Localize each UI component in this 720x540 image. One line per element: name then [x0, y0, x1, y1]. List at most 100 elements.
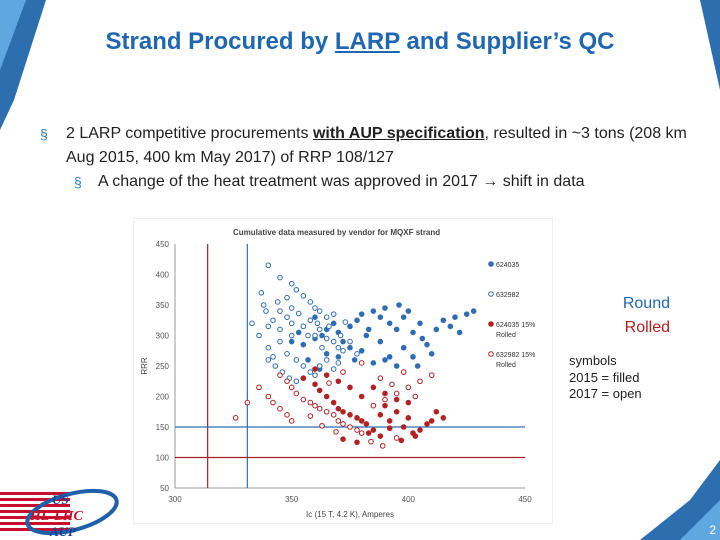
data-point	[358, 430, 365, 436]
y-tick-label: 400	[156, 271, 170, 280]
data-point	[370, 308, 377, 314]
sub-bullet-marker: §	[74, 174, 82, 190]
data-point	[351, 357, 358, 363]
data-point	[288, 332, 295, 339]
symbols-line-3: 2017 = open	[569, 386, 642, 401]
data-point	[265, 344, 272, 351]
data-point	[277, 274, 283, 281]
data-point	[377, 412, 384, 418]
data-point	[412, 393, 419, 400]
round-label: Round	[622, 295, 670, 312]
data-point	[363, 421, 370, 427]
legend-label: 632982 15%	[496, 352, 535, 359]
data-point	[377, 433, 384, 439]
data-point	[288, 384, 295, 391]
data-point	[335, 378, 342, 385]
data-point	[312, 366, 318, 372]
data-point	[277, 372, 283, 378]
legend-marker	[488, 351, 494, 357]
data-point	[393, 435, 400, 441]
y-tick-label: 350	[156, 301, 170, 310]
data-point	[428, 372, 435, 378]
data-point	[272, 363, 279, 369]
data-point	[398, 437, 405, 444]
data-point	[354, 415, 360, 421]
data-point	[470, 308, 477, 314]
data-point	[386, 418, 393, 424]
data-point	[377, 338, 384, 345]
data-point	[424, 341, 430, 348]
arrow-icon: →	[482, 173, 499, 190]
chart-title: Cumulative data measured by vendor for M…	[233, 228, 440, 237]
data-point	[256, 332, 262, 339]
data-point	[433, 408, 440, 415]
legend-label: Rolled	[496, 332, 516, 339]
y-tick-label: 250	[156, 362, 170, 371]
title-text-post: and Supplier’s QC	[399, 28, 615, 55]
symbols-line-2: 2015 = filled	[569, 369, 640, 385]
data-point	[288, 305, 295, 311]
data-point	[393, 396, 400, 403]
data-point	[323, 393, 330, 400]
data-point	[316, 326, 323, 333]
x-axis-label: Ic (15 T, 4.2 K), Amperes	[306, 510, 394, 519]
bullet-marker: §	[40, 126, 48, 142]
data-point	[312, 381, 318, 388]
data-point	[312, 332, 318, 339]
data-point	[316, 405, 323, 412]
data-point	[393, 326, 400, 333]
data-point	[340, 421, 346, 427]
data-point	[389, 381, 395, 388]
data-point	[405, 399, 412, 406]
page-number: 2	[709, 523, 716, 537]
data-point	[382, 357, 388, 363]
bullet1-text-pre: 2 LARP competitive procurements	[66, 125, 313, 142]
data-point	[347, 412, 353, 418]
x-tick-label: 400	[402, 495, 416, 504]
data-point	[365, 326, 372, 333]
data-point	[335, 344, 342, 351]
data-point	[340, 436, 346, 442]
title-text-larp: LARP	[334, 28, 400, 55]
data-point	[358, 418, 365, 424]
data-point	[370, 402, 377, 409]
data-point	[288, 280, 295, 287]
data-point	[330, 412, 337, 418]
data-point	[417, 427, 423, 433]
data-point	[368, 438, 374, 445]
data-point	[258, 290, 265, 296]
data-point	[386, 354, 393, 360]
data-point	[316, 363, 323, 369]
data-point	[314, 320, 321, 327]
data-point	[330, 311, 337, 317]
data-point	[456, 329, 463, 336]
data-point	[307, 399, 314, 406]
logo-aup-text: AUP	[49, 524, 77, 539]
data-point	[316, 308, 323, 314]
data-point	[284, 314, 290, 320]
data-point	[452, 314, 458, 320]
data-point	[414, 363, 421, 369]
data-point	[377, 314, 384, 320]
data-point	[354, 427, 360, 433]
scatter-chart: Cumulative data measured by vendor for M…	[132, 217, 554, 525]
data-point	[323, 372, 330, 378]
data-point	[244, 399, 251, 406]
data-point	[323, 357, 330, 363]
data-point	[358, 347, 365, 354]
data-point	[307, 299, 314, 305]
data-point	[377, 375, 384, 381]
x-tick-label: 450	[518, 495, 532, 504]
data-point	[463, 311, 470, 317]
bullet1-text-emph: with AUP specification	[312, 125, 485, 142]
data-point	[424, 421, 430, 427]
symbols-note: symbols 2015 = filled 2017 = open	[569, 353, 642, 403]
data-point	[284, 351, 290, 357]
data-point	[347, 384, 353, 391]
data-point	[335, 360, 342, 366]
data-point	[410, 329, 416, 336]
data-point	[386, 320, 393, 327]
legend-label: 624035	[496, 262, 519, 269]
data-point	[288, 418, 295, 424]
bullet-item-heat-treatment: § A change of the heat treatment was app…	[38, 170, 698, 194]
